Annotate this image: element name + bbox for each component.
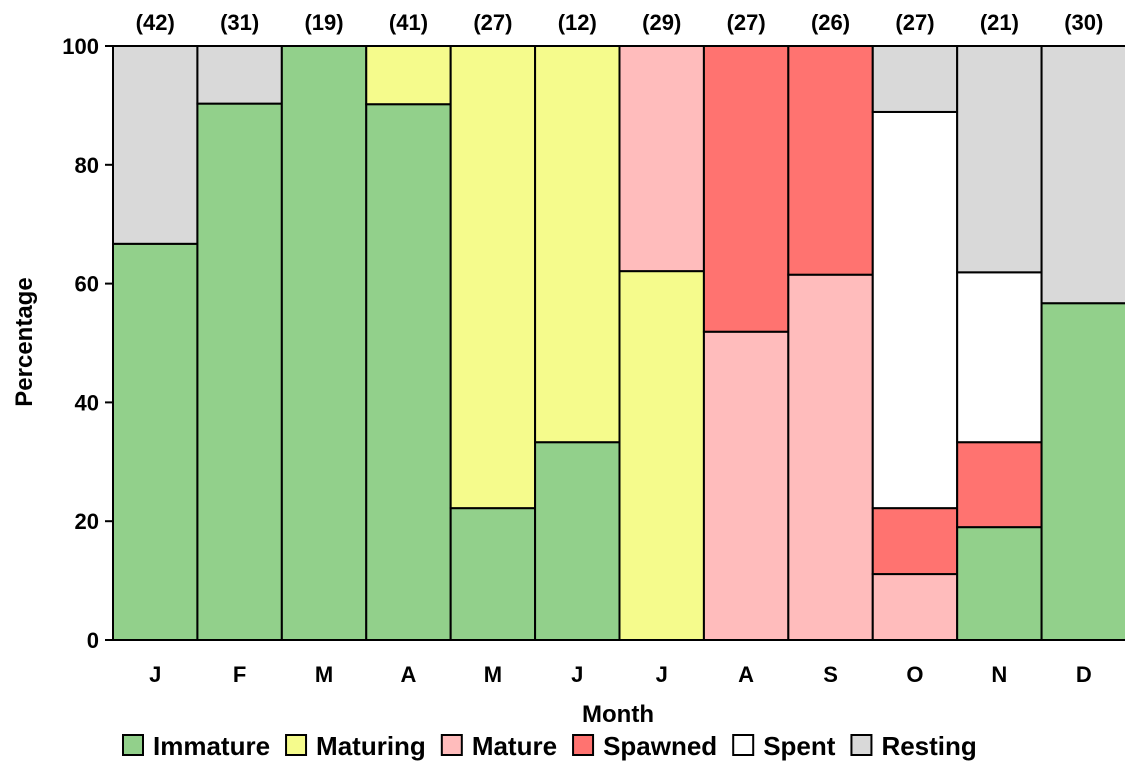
bar-segment-mature xyxy=(787,273,874,641)
bar-segment-immature xyxy=(1040,302,1125,641)
sample-count-label: (41) xyxy=(389,10,428,35)
legend-swatch xyxy=(440,734,463,756)
x-tick-label: A xyxy=(401,662,417,687)
sample-count-label: (27) xyxy=(895,10,934,35)
y-tick-label: 20 xyxy=(75,509,99,534)
y-tick-label: 60 xyxy=(75,272,99,297)
sample-count-label: (12) xyxy=(558,10,597,35)
legend-label: Maturing xyxy=(316,731,426,761)
bar-segment-maturing xyxy=(618,270,705,641)
x-tick-label: F xyxy=(233,662,246,687)
sample-count-label: (27) xyxy=(727,10,766,35)
bar-segment-immature xyxy=(449,507,537,641)
legend-item-resting: Resting xyxy=(850,731,977,761)
y-tick-label: 0 xyxy=(87,628,99,653)
sample-count-label: (29) xyxy=(642,10,681,35)
legend-label: Resting xyxy=(881,731,976,761)
sample-counts-group: (42) (31) (19) (41) (27) (12) (29) (27) (26) (27)… xyxy=(136,10,1104,35)
x-tick-label: J xyxy=(656,662,668,687)
legend-item-spent: Spent xyxy=(732,731,836,761)
legend: Immature Maturing Mature Spawned Spent Restin… xyxy=(122,731,977,761)
x-tick-label: S xyxy=(823,662,838,687)
bar-segment-resting xyxy=(1040,45,1125,305)
legend-item-immature: Immature xyxy=(122,731,270,761)
legend-label: Mature xyxy=(472,731,557,761)
sample-count-label: (19) xyxy=(304,10,343,35)
y-axis-title: Percentage xyxy=(11,277,38,406)
bar-segment-mature xyxy=(871,573,959,641)
legend-swatch xyxy=(850,734,873,756)
x-tick-label: D xyxy=(1076,662,1092,687)
y-tick-label: 40 xyxy=(75,390,99,415)
x-tick-label: A xyxy=(738,662,754,687)
sample-count-label: (26) xyxy=(811,10,850,35)
bar-segment-immature xyxy=(534,441,621,641)
bar-segment-mature xyxy=(702,330,790,641)
legend-swatch xyxy=(285,734,308,756)
bar-segment-resting xyxy=(871,45,959,113)
bar-segment-immature xyxy=(365,103,452,642)
y-tick-label: 80 xyxy=(75,153,99,178)
x-tick-label: J xyxy=(571,662,583,687)
legend-label: Spawned xyxy=(603,731,717,761)
bar-segment-spawned xyxy=(787,45,874,276)
legend-item-mature: Mature xyxy=(440,731,557,761)
x-tick-label: J xyxy=(149,662,161,687)
bar-segment-spawned xyxy=(702,45,790,333)
bar-segment-resting xyxy=(112,45,199,245)
bar-segment-mature xyxy=(618,45,705,273)
bar-segment-spawned xyxy=(871,507,959,576)
bar-segment-immature xyxy=(956,526,1043,642)
legend-label: Immature xyxy=(153,731,270,761)
bar-segment-resting xyxy=(956,45,1043,274)
legend-swatch xyxy=(572,734,595,756)
legend-swatch xyxy=(732,734,755,756)
x-tick-label: M xyxy=(315,662,333,687)
bar-segment-immature xyxy=(196,102,283,642)
bars-group xyxy=(112,45,1125,642)
bar-segment-spawned xyxy=(956,441,1043,529)
bar-segment-spent xyxy=(956,271,1043,444)
x-axis-title: Month xyxy=(582,701,654,728)
sample-count-label: (31) xyxy=(220,10,259,35)
legend-item-spawned: Spawned xyxy=(572,731,717,761)
bar-segment-immature xyxy=(280,45,368,641)
y-ticks-group: 0 20 40 60 80 100 xyxy=(62,34,113,653)
x-tick-label: O xyxy=(906,662,923,687)
bar-segment-resting xyxy=(196,45,283,105)
sample-count-label: (30) xyxy=(1064,10,1103,35)
bar-segment-spent xyxy=(871,110,959,510)
y-tick-label: 100 xyxy=(62,34,99,59)
axes-group xyxy=(105,46,1125,641)
bar-segment-maturing xyxy=(449,45,537,510)
legend-item-maturing: Maturing xyxy=(285,731,426,761)
sample-count-label: (42) xyxy=(136,10,175,35)
sample-count-label: (21) xyxy=(980,10,1019,35)
x-tick-label: M xyxy=(484,662,502,687)
x-tick-label: N xyxy=(991,662,1007,687)
sample-count-label: (27) xyxy=(473,10,512,35)
legend-label: Spent xyxy=(763,731,836,761)
bar-segment-immature xyxy=(112,242,199,641)
legend-swatch xyxy=(122,734,144,756)
bar-segment-maturing xyxy=(534,45,621,444)
bar-segment-maturing xyxy=(365,45,452,106)
